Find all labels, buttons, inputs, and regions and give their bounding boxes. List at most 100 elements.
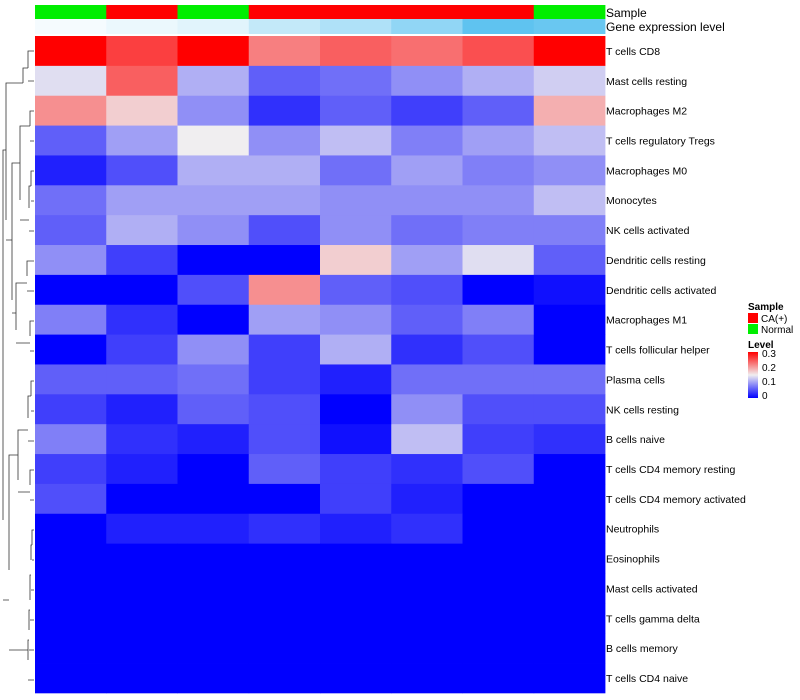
heatmap-cell <box>106 513 178 545</box>
heatmap-cell <box>248 603 321 634</box>
heatmap-cell <box>177 454 250 485</box>
row-label: Plasma cells <box>606 374 665 386</box>
heatmap-cell <box>462 663 535 694</box>
sample-annotation-cell <box>35 5 107 19</box>
heatmap-cell <box>248 215 321 246</box>
heatmap-cell <box>533 36 606 67</box>
heatmap-cell <box>533 573 606 604</box>
heatmap-cell <box>177 185 250 216</box>
heatmap-cell <box>177 513 250 545</box>
sample-annotation-cell <box>248 5 321 19</box>
heatmap-cell <box>533 95 606 126</box>
heatmap-cell <box>177 274 250 306</box>
heatmap-cell <box>35 185 107 216</box>
heatmap-cell <box>320 364 392 395</box>
heatmap-cell <box>35 155 107 186</box>
gene-expression-annotation-cell <box>320 19 392 34</box>
heatmap-cell <box>248 155 321 186</box>
dendrogram-branch <box>26 110 34 142</box>
heatmap-cell <box>35 543 107 574</box>
row-label: Macrophages M0 <box>606 165 687 177</box>
row-label: Macrophages M1 <box>606 315 687 327</box>
heatmap-cell <box>177 573 250 604</box>
heatmap-cell <box>106 274 178 306</box>
heatmap-cell <box>106 573 178 604</box>
heatmap-cell <box>462 334 535 365</box>
heatmap-cell <box>35 573 107 604</box>
heatmap-cell <box>320 274 392 306</box>
heatmap-cell <box>106 663 178 694</box>
row-label: Macrophages M2 <box>606 106 687 118</box>
dendrogram-branch <box>8 454 28 651</box>
dendrogram-branch <box>5 82 23 241</box>
heatmap-cell <box>35 65 107 97</box>
heatmap-cell <box>248 334 321 365</box>
heatmap-cell <box>533 65 606 97</box>
heatmap-cell <box>462 364 535 395</box>
heatmap-cell <box>248 125 321 156</box>
heatmap-cell <box>106 543 178 574</box>
heatmap-cell <box>391 573 463 604</box>
heatmap-cell <box>177 245 250 276</box>
heatmap-cell <box>533 603 606 634</box>
heatmap-cell <box>177 215 250 246</box>
heatmap-cell <box>320 125 392 156</box>
heatmap-cell <box>462 543 535 574</box>
heatmap-cell <box>177 483 250 515</box>
sample-annotation-cell <box>177 5 250 19</box>
heatmap-cell <box>462 65 535 97</box>
heatmap-cell <box>248 65 321 97</box>
row-label: B cells memory <box>606 643 679 655</box>
row-label: T cells CD4 memory resting <box>606 464 735 476</box>
heatmap-cell <box>35 424 107 455</box>
heatmap-cell <box>533 364 606 395</box>
heatmap-cell <box>248 483 321 515</box>
heatmap-cell <box>35 663 107 694</box>
sample-annotation-label: Sample <box>606 6 647 20</box>
heatmap-cell <box>106 304 178 335</box>
sample-annotation-cell <box>106 5 178 19</box>
heatmap-cell <box>391 185 463 216</box>
heatmap-cell <box>533 274 606 306</box>
heatmap-cell <box>320 633 392 664</box>
dendrogram-branch <box>26 260 34 292</box>
heatmap-cell <box>533 454 606 485</box>
heatmap-cell <box>248 543 321 574</box>
heatmap-cell <box>462 95 535 126</box>
row-label: T cells CD4 naive <box>606 673 688 685</box>
heatmap-cell <box>533 663 606 694</box>
heatmap-cell <box>248 454 321 485</box>
heatmap-cell <box>248 364 321 395</box>
heatmap-cell <box>177 543 250 574</box>
heatmap-cell <box>462 125 535 156</box>
heatmap-cell <box>533 125 606 156</box>
row-labels: T cells CD8 Mast cells resting Macrophages… <box>606 46 746 685</box>
heatmap-cell <box>533 155 606 186</box>
row-label: T cells CD8 <box>606 46 660 58</box>
heatmap-cell <box>248 185 321 216</box>
heatmap-cell <box>106 36 178 67</box>
heatmap-cell <box>320 513 392 545</box>
heatmap-cell <box>391 513 463 545</box>
heatmap-cell <box>106 454 178 485</box>
heatmap-cell <box>462 603 535 634</box>
heatmap-cell <box>391 95 463 126</box>
heatmap-cell <box>106 394 178 425</box>
heatmap-cell <box>391 454 463 485</box>
row-label: Monocytes <box>606 195 657 207</box>
legend-swatch-normal <box>748 324 758 334</box>
legend-swatch-ca <box>748 313 758 323</box>
row-label: Dendritic cells activated <box>606 285 716 297</box>
level-legend-title: Level <box>748 340 774 351</box>
heatmap-cell <box>533 543 606 574</box>
heatmap-cell <box>391 215 463 246</box>
heatmap-cell <box>320 65 392 97</box>
row-dendrogram <box>2 50 34 681</box>
legend: Sample CA(+) Normal Level 0.3 0.2 0.1 0 <box>748 302 793 402</box>
heatmap-cell <box>391 663 463 694</box>
sample-annotation-bar <box>35 5 606 19</box>
heatmap-cell <box>533 185 606 216</box>
sample-annotation-cell <box>533 5 606 19</box>
row-label: T cells CD4 memory activated <box>606 494 746 506</box>
